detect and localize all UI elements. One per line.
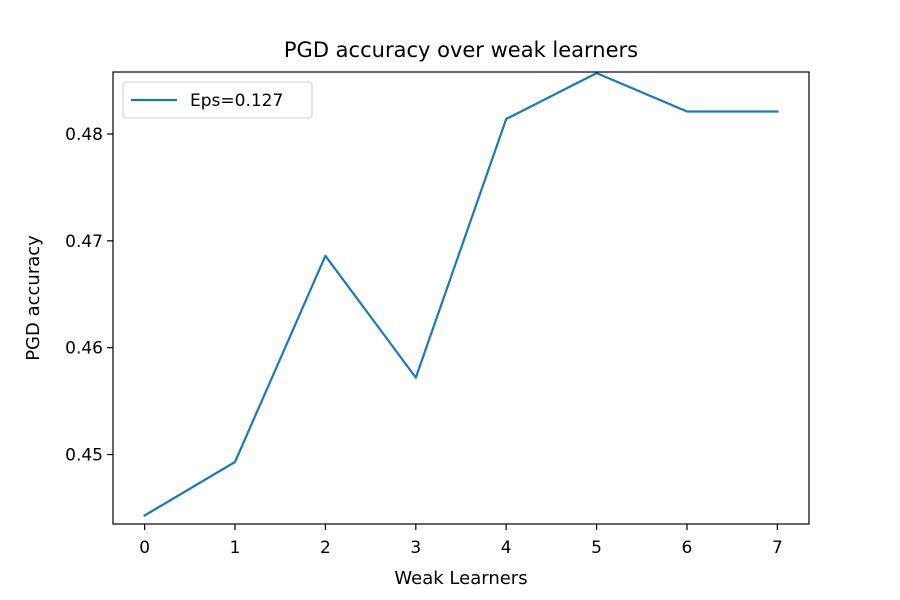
legend-label: Eps=0.127 bbox=[190, 91, 283, 111]
x-tick-label: 1 bbox=[230, 538, 241, 558]
y-axis-ticks: 0.45 0.46 0.47 0.48 bbox=[65, 125, 113, 466]
x-tick-label: 5 bbox=[591, 538, 602, 558]
y-tick-label: 0.46 bbox=[65, 339, 103, 359]
x-tick-label: 2 bbox=[320, 538, 331, 558]
x-tick-label: 4 bbox=[501, 538, 512, 558]
x-tick-label: 7 bbox=[772, 538, 783, 558]
plot-background bbox=[113, 72, 809, 524]
x-axis-ticks: 0 1 2 3 4 5 6 7 bbox=[139, 524, 783, 558]
series-layer bbox=[143, 71, 779, 518]
legend: Eps=0.127 bbox=[122, 81, 313, 119]
plot-frame bbox=[112, 71, 810, 525]
y-tick-label: 0.48 bbox=[65, 125, 103, 145]
y-axis-title: PGD accuracy bbox=[23, 235, 44, 361]
chart-title: PGD accuracy over weak learners bbox=[284, 38, 638, 62]
x-axis-title: Weak Learners bbox=[394, 568, 527, 589]
y-tick-label: 0.45 bbox=[65, 446, 103, 466]
legend-box bbox=[122, 81, 313, 119]
x-tick-label: 0 bbox=[139, 538, 150, 558]
x-tick-label: 6 bbox=[682, 538, 693, 558]
x-tick-label: 3 bbox=[410, 538, 421, 558]
series-line bbox=[143, 71, 779, 518]
y-tick-label: 0.47 bbox=[65, 232, 103, 252]
